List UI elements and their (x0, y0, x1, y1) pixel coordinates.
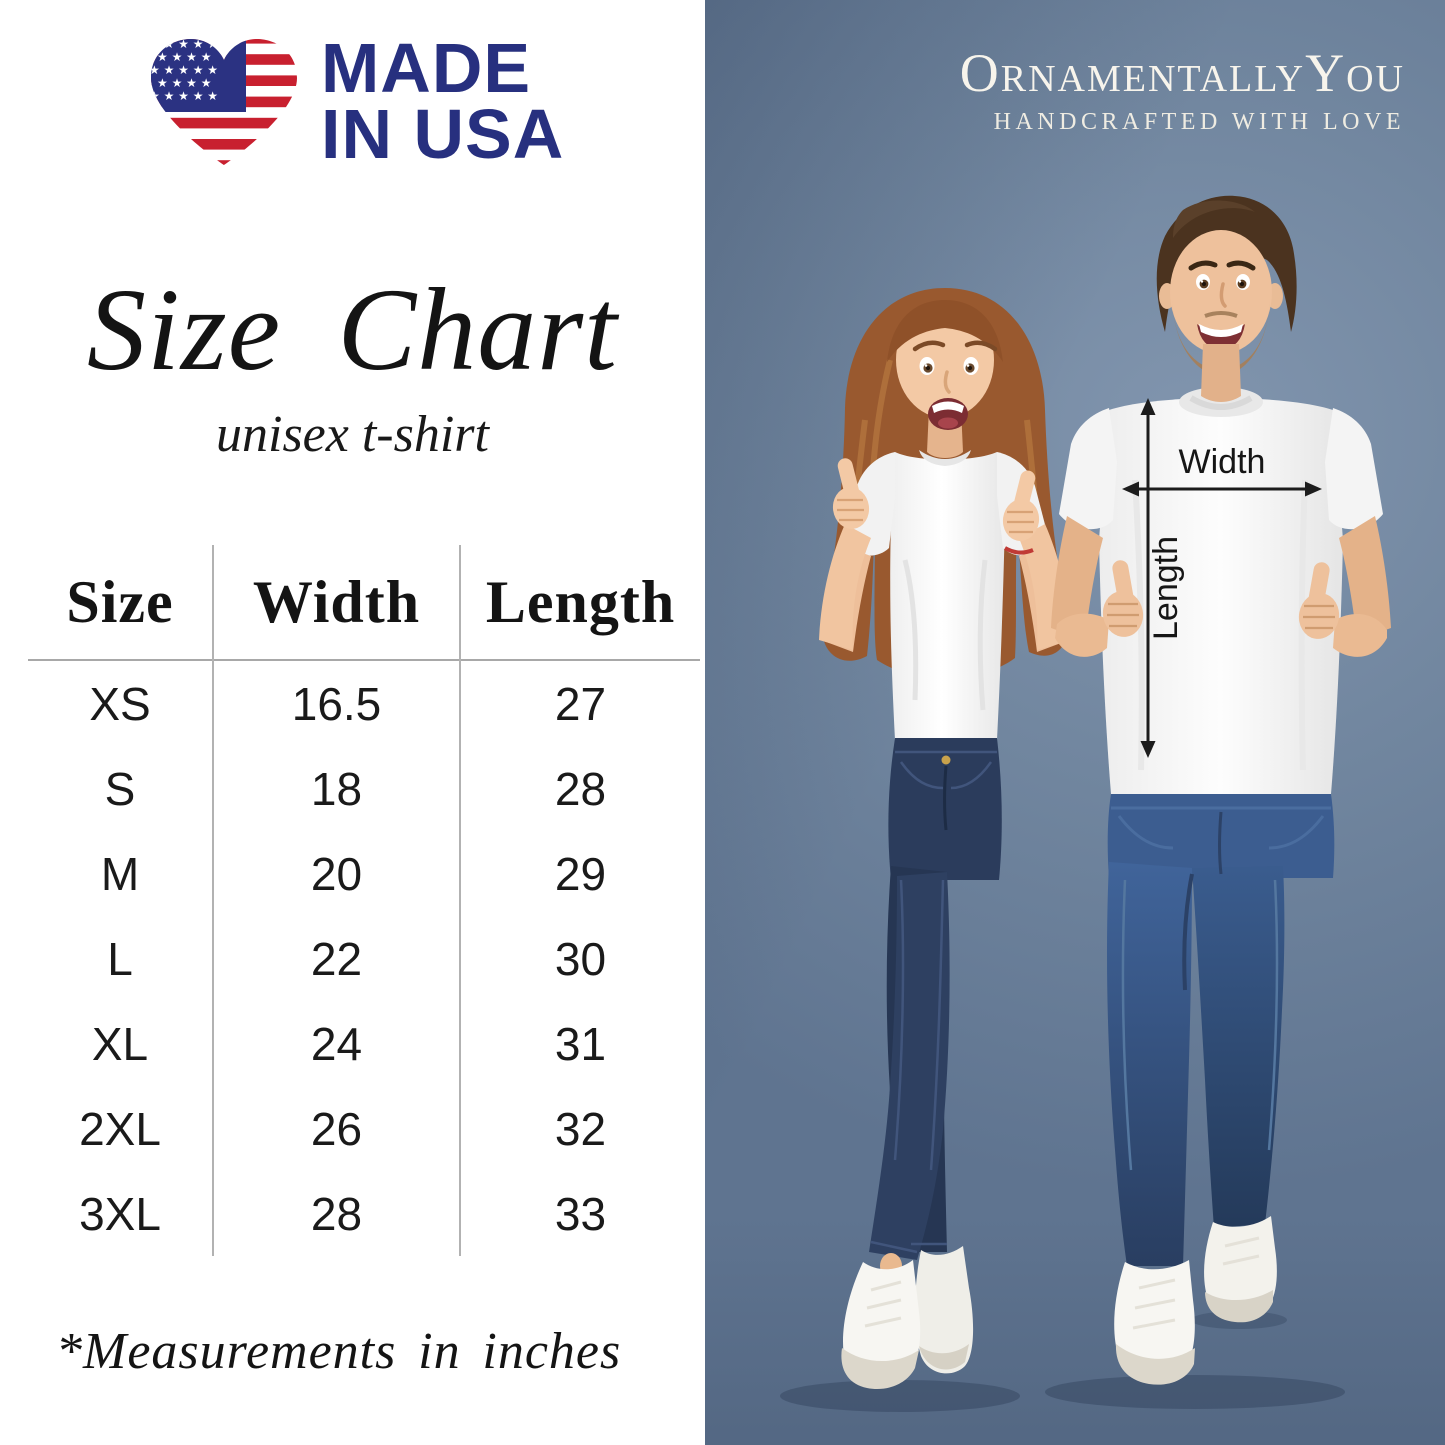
made-in-usa-logo: ★ ★ ★ ★ ★ ★ ★ ★ ★ ★ ★ ★ ★ ★ ★ ★ ★ ★ ★ ★ … (143, 33, 564, 171)
man-open-smile (1197, 311, 1245, 350)
woman-eyes (919, 357, 979, 375)
size-table-row: 2XL 26 32 (28, 1086, 700, 1171)
measurement-annotations: Width Length (1122, 398, 1322, 758)
made-in-usa-text: MADE IN USA (321, 29, 565, 173)
width-cell: 26 (213, 1086, 461, 1171)
size-cell: S (28, 746, 214, 831)
man-nose (1219, 282, 1227, 308)
model-photo: OrnamentallyYou HANDCRAFTED WITH LOVE (705, 0, 1445, 1445)
brand-name: OrnamentallyYou (959, 43, 1405, 103)
man-collar-front (1189, 395, 1253, 410)
woman-tshirt-collar (919, 450, 971, 466)
svg-text:★ ★ ★ ★: ★ ★ ★ ★ (157, 50, 211, 64)
woman-eyebrows (912, 340, 998, 352)
length-cell: 32 (554, 1102, 607, 1155)
length-label: Length (1147, 536, 1185, 640)
length-cell: 28 (554, 762, 607, 815)
woman-tshirt (890, 452, 1005, 740)
usa-flag-heart-icon: ★ ★ ★ ★ ★ ★ ★ ★ ★ ★ ★ ★ ★ ★ ★ ★ ★ ★ ★ ★ … (149, 37, 297, 165)
length-arrow (1140, 398, 1156, 758)
size-cell: 2XL (28, 1086, 214, 1171)
woman-left-arm-thumbs-up (819, 458, 871, 652)
made-line: MADE (321, 29, 532, 108)
page-subtitle: unisex t-shirt (216, 406, 489, 463)
size-cell: XS (28, 660, 214, 746)
woman-figure (819, 288, 1071, 1390)
size-cell: M (28, 831, 214, 916)
width-cell: 28 (213, 1171, 461, 1256)
column-header-length: Length (485, 568, 676, 635)
width-cell: 18 (213, 746, 461, 831)
size-table-row: M 20 29 (28, 831, 700, 916)
size-cell: XL (28, 1001, 214, 1086)
man-right-sleeve (1325, 408, 1383, 530)
svg-text:★ ★ ★ ★ ★: ★ ★ ★ ★ ★ (149, 63, 218, 77)
man-tshirt-shading (1132, 479, 1308, 771)
man-left-arm-thumbs-up (1051, 516, 1144, 657)
size-cell: 3XL (28, 1171, 214, 1256)
models-illustration: Width Length (780, 195, 1391, 1412)
width-cell: 22 (213, 916, 461, 1001)
width-arrow (1122, 481, 1322, 497)
size-table-row: L 22 30 (28, 916, 700, 1001)
woman-floor-shadow (780, 1380, 1020, 1412)
size-table-row: XS 16.5 27 (28, 660, 700, 746)
man-jeans (1107, 794, 1335, 1266)
svg-text:★ ★ ★ ★ ★: ★ ★ ★ ★ ★ (149, 89, 218, 103)
man-hair-quiff (1173, 200, 1255, 238)
man-eyes (1196, 274, 1250, 290)
size-table-row: S 18 28 (28, 746, 700, 831)
in-usa-line: IN USA (321, 95, 565, 173)
length-cell: 27 (554, 677, 607, 730)
woman-nose (943, 370, 951, 394)
svg-text:★ ★ ★ ★: ★ ★ ★ ★ (157, 76, 211, 90)
man-tshirt (1099, 398, 1343, 794)
woman-jeans (869, 738, 1002, 1260)
woman-hair-front (887, 300, 1003, 362)
size-table-row: 3XL 28 33 (28, 1171, 700, 1256)
man-neck (1201, 344, 1241, 402)
man-left-sleeve (1059, 408, 1117, 530)
size-cell: L (28, 916, 214, 1001)
length-cell: 33 (554, 1187, 607, 1240)
brand-block: OrnamentallyYou HANDCRAFTED WITH LOVE (960, 46, 1405, 136)
man-right-arm-thumbs-up (1298, 516, 1391, 657)
length-cell: 30 (554, 932, 607, 985)
column-header-size: Size (28, 545, 214, 660)
column-header-width: Width (213, 545, 461, 660)
measurement-note: *Measurements in inches (56, 1323, 622, 1380)
woman-sneakers (841, 1246, 974, 1390)
length-cell: 29 (554, 847, 607, 900)
man-sneakers (1114, 1216, 1287, 1385)
man-floor-shadow (1045, 1375, 1345, 1409)
size-table-header-row: Size Width Length (28, 545, 700, 660)
woman-open-smile (928, 398, 968, 430)
size-chart-panel: ★ ★ ★ ★ ★ ★ ★ ★ ★ ★ ★ ★ ★ ★ ★ ★ ★ ★ ★ ★ … (0, 0, 705, 1445)
svg-text:★ ★ ★ ★ ★: ★ ★ ★ ★ ★ (149, 37, 218, 51)
size-table-row: XL 24 31 (28, 1001, 700, 1086)
man-eyebrows (1188, 260, 1256, 271)
man-hair (1156, 195, 1297, 332)
size-table: Size Width Length XS 16.5 27 S 18 28 M 20 29 L 22 3… (28, 545, 700, 1256)
width-label: Width (1179, 443, 1266, 481)
length-cell: 31 (554, 1017, 607, 1070)
woman-red-bracelet (1004, 546, 1034, 555)
width-cell: 24 (213, 1001, 461, 1086)
woman-tshirt-shading (902, 559, 988, 711)
page-title: Size Chart (87, 264, 618, 395)
width-cell: 20 (213, 831, 461, 916)
brand-tagline: HANDCRAFTED WITH LOVE (993, 109, 1405, 135)
man-figure (1051, 195, 1391, 1385)
width-cell: 16.5 (213, 660, 461, 746)
woman-left-sleeve (843, 452, 895, 556)
